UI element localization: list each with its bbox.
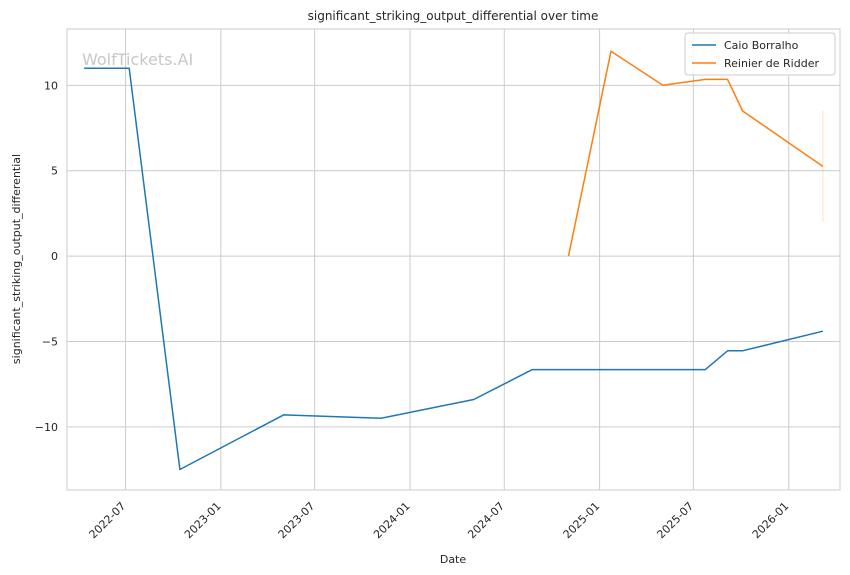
y-tick-label: −5	[42, 335, 58, 348]
legend-label-caio-borralho: Caio Borralho	[724, 39, 799, 52]
chart-title: significant_striking_output_differential…	[308, 9, 599, 23]
legend: Caio Borralho Reinier de Ridder	[684, 32, 836, 76]
series-layer	[84, 50, 824, 471]
y-tick-label: 5	[51, 165, 58, 178]
legend-label-reinier-de-ridder: Reinier de Ridder	[724, 57, 819, 70]
y-tick-label: −10	[35, 421, 58, 434]
y-axis-title: significant_striking_output_differential	[10, 154, 23, 364]
grid-lines	[67, 29, 840, 490]
plot-area	[67, 29, 840, 490]
series-line-reinier-de-ridder	[567, 50, 824, 257]
plot-frame	[66, 28, 841, 491]
y-axis-ticks: 10 5 0 −5 −10	[35, 79, 58, 433]
x-axis-title: Date	[440, 553, 467, 566]
y-tick-label: 0	[51, 250, 58, 263]
y-tick-label: 10	[44, 79, 58, 92]
legend-box	[684, 32, 836, 76]
series-line-caio-borralho	[84, 67, 824, 471]
watermark: WolfTickets.AI	[82, 50, 193, 69]
